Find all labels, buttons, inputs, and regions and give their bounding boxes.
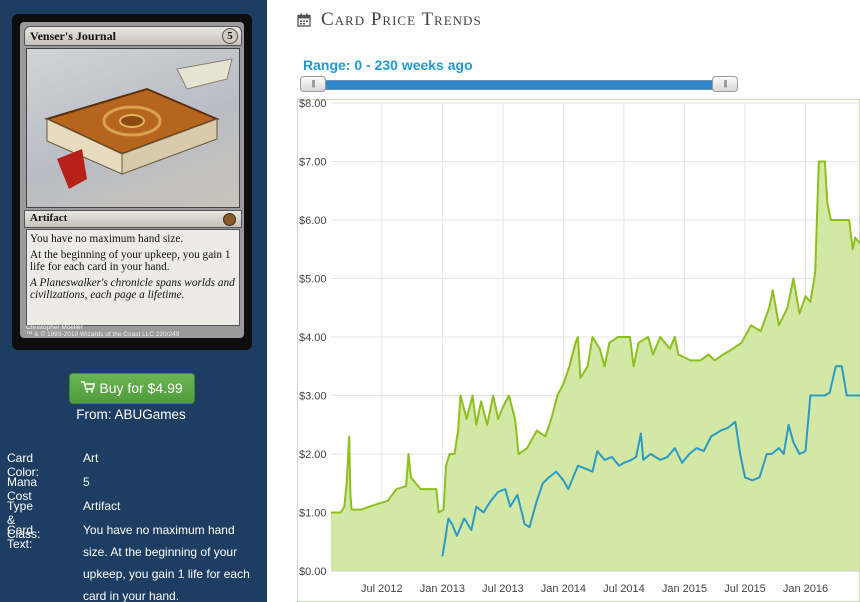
journal-illustration bbox=[44, 58, 233, 189]
card-rules-line: You have no maximum hand size. bbox=[30, 233, 184, 245]
card-name: Venser's Journal bbox=[30, 29, 116, 43]
buy-button[interactable]: Buy for $4.99 bbox=[69, 373, 195, 404]
set-symbol-icon bbox=[223, 213, 236, 226]
x-tick-label: Jan 2016 bbox=[783, 583, 828, 595]
y-tick-label: $3.00 bbox=[299, 391, 327, 403]
y-tick-label: $1.00 bbox=[299, 508, 327, 520]
card-text-box: You have no maximum hand size. At the be… bbox=[26, 229, 240, 326]
card-face: Venser's Journal 5 Artifact Yo bbox=[20, 22, 244, 338]
info-label: Card Color: bbox=[7, 451, 40, 479]
y-tick-label: $7.00 bbox=[299, 157, 327, 169]
info-label: Card Text: bbox=[7, 523, 34, 551]
range-label: Range: 0 - 230 weeks ago bbox=[303, 57, 473, 73]
x-tick-label: Jul 2014 bbox=[603, 583, 645, 595]
card-artist: Christopher Moeller bbox=[26, 324, 83, 331]
card-copyright: ™ & © 1993-2010 Wizards of the Coast LLC… bbox=[26, 331, 180, 338]
info-value: You have no maximum hand size. At the be… bbox=[83, 523, 250, 602]
info-label: Mana Cost bbox=[7, 475, 38, 503]
price-trend-chart: $0.00 $1.00 $2.00 $3.00 $4.00 $5.00 $6.00 $7.00… bbox=[297, 99, 860, 602]
card-title-bar: Venser's Journal 5 bbox=[24, 26, 242, 46]
card-rules-line: At the beginning of your upkeep, you gai… bbox=[30, 249, 231, 273]
range-slider[interactable]: ||| ||| bbox=[300, 76, 738, 92]
slider-track[interactable] bbox=[306, 80, 734, 90]
series-line-1 bbox=[331, 160, 860, 514]
slider-handle-start[interactable]: ||| bbox=[300, 76, 326, 92]
x-tick-label: Jan 2014 bbox=[541, 583, 586, 595]
x-axis: Jul 2012 Jan 2013 Jul 2013 Jan 2014 Jul 2014… bbox=[331, 570, 860, 595]
x-tick-label: Jul 2015 bbox=[724, 583, 766, 595]
info-value: Art bbox=[83, 451, 99, 465]
series-line-2 bbox=[441, 365, 860, 557]
page-title: Card Price Trends bbox=[321, 9, 482, 30]
card-type-line: Artifact bbox=[30, 212, 68, 224]
seller-line: From: ABUGames bbox=[76, 407, 186, 422]
info-label: Type & Class: bbox=[7, 499, 41, 541]
shopping-cart-icon bbox=[81, 374, 96, 403]
card-footer: Christopher Moeller ™ & © 1993-2010 Wiza… bbox=[26, 324, 238, 338]
y-tick-label: $8.00 bbox=[299, 99, 327, 110]
y-tick-label: $4.00 bbox=[299, 332, 327, 344]
y-tick-label: $2.00 bbox=[299, 449, 327, 461]
series-area-1 bbox=[331, 161, 860, 571]
x-tick-label: Jul 2013 bbox=[482, 583, 524, 595]
main-panel: Card Price Trends Range: 0 - 230 weeks a… bbox=[267, 0, 860, 602]
info-value: Artifact bbox=[83, 499, 121, 513]
slider-handle-end[interactable]: ||| bbox=[712, 76, 738, 92]
calendar-icon bbox=[297, 13, 311, 32]
card-artwork bbox=[26, 48, 240, 208]
sidebar: Venser's Journal 5 Artifact Yo bbox=[0, 0, 267, 602]
y-tick-label: $0.00 bbox=[299, 566, 327, 578]
card-flavor-text: A Planeswalker's chronicle spans worlds … bbox=[30, 277, 235, 301]
card-image: Venser's Journal 5 Artifact Yo bbox=[12, 14, 252, 350]
card-type-bar: Artifact bbox=[24, 210, 242, 228]
x-tick-label: Jan 2015 bbox=[662, 583, 707, 595]
chart-series bbox=[331, 160, 860, 571]
y-axis: $0.00 $1.00 $2.00 $3.00 $4.00 $5.00 $6.00 $7.00… bbox=[299, 99, 327, 578]
y-tick-label: $6.00 bbox=[299, 215, 327, 227]
y-tick-label: $5.00 bbox=[299, 274, 327, 286]
info-value: 5 bbox=[83, 475, 90, 489]
mana-cost-icon: 5 bbox=[222, 28, 238, 44]
buy-button-label: Buy for $4.99 bbox=[99, 380, 183, 396]
x-tick-label: Jan 2013 bbox=[420, 583, 465, 595]
x-tick-label: Jul 2012 bbox=[361, 583, 403, 595]
